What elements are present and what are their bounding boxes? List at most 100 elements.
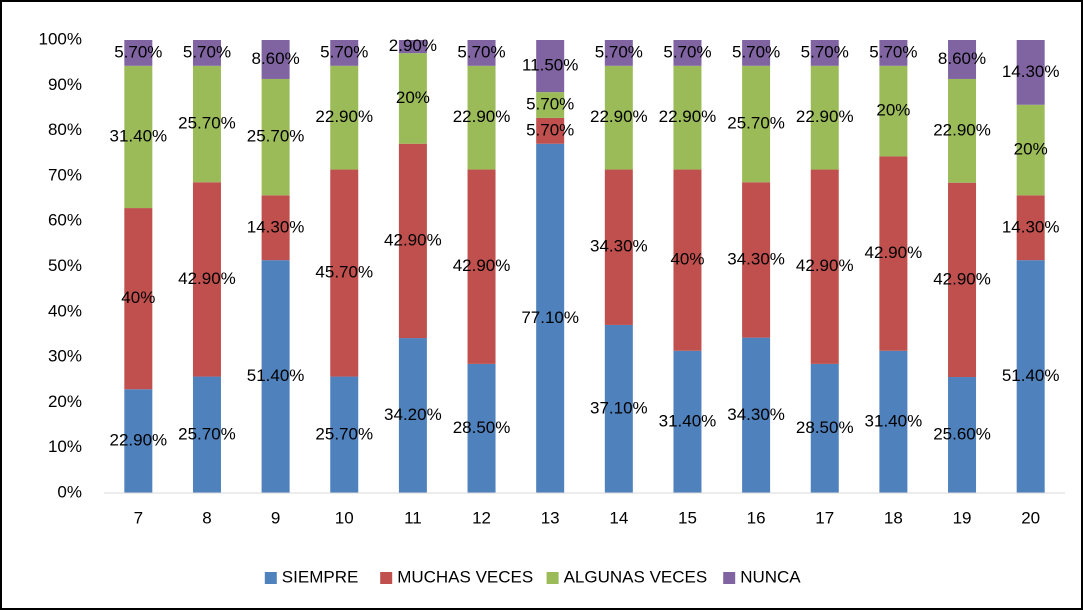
data-label: 25.70% [727,114,785,133]
legend-swatch [723,572,736,584]
x-tick-label: 16 [747,508,766,527]
bar-segment [1016,104,1045,196]
y-tick-label: 40% [48,301,82,320]
y-tick-label: 60% [48,211,82,230]
data-label: 25.70% [178,424,236,443]
bar-segment [810,65,839,170]
data-label: 22.90% [659,107,717,126]
bar-segment [948,182,977,378]
y-tick-label: 20% [48,392,82,411]
bar-segment [1016,260,1045,493]
data-label: 8.60% [252,49,300,68]
bar-segment [673,169,702,351]
data-label: 42.90% [933,269,991,288]
x-tick-label: 19 [953,508,972,527]
bar-segment [879,40,908,66]
bar-segment [1016,40,1045,105]
x-tick-label: 14 [609,508,628,527]
data-label: 45.70% [315,263,373,282]
data-label: 25.70% [247,127,305,146]
data-label: 28.50% [796,418,854,437]
x-tick-label: 17 [815,508,834,527]
y-tick-label: 80% [48,120,82,139]
data-label: 5.70% [526,120,574,139]
data-label: 22.90% [796,107,854,126]
data-label: 5.70% [457,42,505,61]
bar-segment [330,40,359,66]
data-label: 14.30% [1002,62,1060,81]
bar-segment [742,182,771,338]
bar-segment [879,350,908,493]
x-tick-label: 11 [404,508,422,527]
bar-segment [742,65,771,183]
data-label: 5.70% [114,42,162,61]
data-label: 2.90% [389,36,437,55]
x-tick-label: 8 [202,508,211,527]
data-label: 5.70% [595,42,643,61]
bar-segment [604,169,633,325]
data-label: 40% [121,288,155,307]
bar-segment [398,338,427,493]
x-tick-label: 18 [884,508,903,527]
x-tick-label: 20 [1021,508,1040,527]
bar-segment [604,65,633,170]
data-label: 40% [670,250,704,269]
bar-segment [398,53,427,144]
data-label: 5.70% [183,42,231,61]
bar-segment [467,169,496,364]
data-label: 11.50% [522,56,578,75]
bar-segment [948,78,977,183]
y-tick-label: 100% [39,29,82,48]
data-label: 22.90% [109,431,167,450]
data-label: 37.10% [590,398,648,417]
legend-swatch [546,572,559,584]
bar-segment [536,143,565,493]
data-label: 20% [876,101,910,120]
bar-segment [673,65,702,170]
bar-segment [810,169,839,364]
bar-segment [124,65,153,209]
legend-label: MUCHAS VECES [397,567,533,586]
bar-segment [810,40,839,66]
x-tick-label: 10 [335,508,354,527]
data-label: 42.90% [384,230,442,249]
bar-segment [536,117,565,144]
data-label: 34.20% [384,405,442,424]
bar-segment [1016,195,1045,261]
x-tick-label: 15 [678,508,697,527]
bar-segment [192,182,221,377]
bar-segment [673,40,702,66]
data-label: 5.70% [801,42,849,61]
bar-segment [948,40,977,79]
data-label: 5.70% [663,42,711,61]
data-label: 5.70% [320,42,368,61]
y-tick-label: 30% [48,347,82,366]
y-tick-label: 90% [48,75,82,94]
bar-segment [673,350,702,493]
bar-segment [742,337,771,493]
x-tick-label: 7 [134,508,143,527]
bar-segment [261,195,290,261]
bar-segment [536,40,565,93]
data-label: 31.40% [659,411,717,430]
data-label: 14.30% [1002,217,1060,236]
legend-label: ALGUNAS VECES [564,567,708,586]
bar-segment [536,92,565,118]
data-label: 51.40% [247,366,305,385]
legend-swatch [264,572,277,584]
data-label: 42.90% [865,243,923,262]
bar-segment [742,40,771,66]
bar-segment [124,389,153,493]
bar-segment [124,208,153,390]
y-tick-label: 70% [48,165,82,184]
data-label: 25.70% [315,424,373,443]
x-tick-label: 12 [472,508,491,527]
data-label: 34.30% [727,249,785,268]
bar-segment [192,40,221,66]
bar-segment [604,324,633,493]
data-label: 22.90% [590,107,648,126]
data-label: 51.40% [1002,366,1060,385]
bar-segment [261,78,290,196]
data-label: 5.70% [732,42,780,61]
data-label: 22.90% [933,120,991,139]
